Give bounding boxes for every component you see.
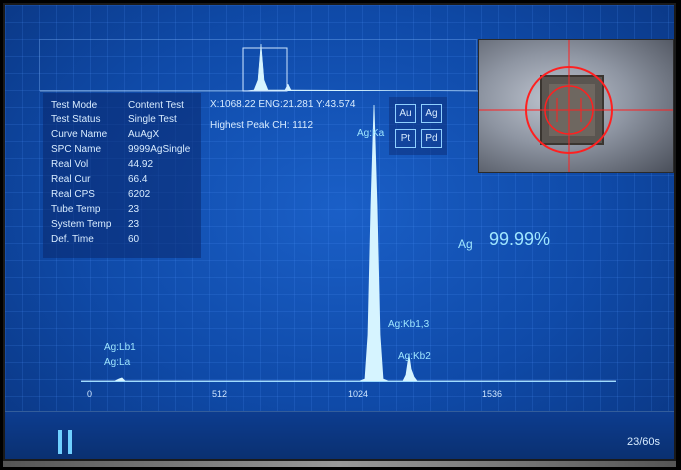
peak-label: Ag:La xyxy=(104,357,131,368)
peak-label: Ag:Kb2 xyxy=(398,351,431,362)
info-row: Real CPS 6202 xyxy=(51,190,201,202)
info-key: Real CPS xyxy=(51,189,95,200)
info-value: 23 xyxy=(128,219,140,230)
camera-view xyxy=(478,39,674,173)
tick-label: 512 xyxy=(212,389,228,399)
info-value: Single Test xyxy=(128,114,177,125)
cursor-readout: X:1068.22 ENG:21.281 Y:43.574 xyxy=(210,99,356,110)
spectrum-plot[interactable] xyxy=(5,5,674,405)
crosshair-icon xyxy=(479,40,673,172)
info-row: Real Vol 44.92 xyxy=(51,160,201,172)
info-row: Real Cur 66.4 xyxy=(51,175,201,187)
peak-label: Ag:Ka xyxy=(357,128,385,139)
info-value: 60 xyxy=(128,234,140,245)
tick-label: 1536 xyxy=(482,389,503,399)
control-bar: 23/60s xyxy=(5,411,674,459)
spectrum-trace xyxy=(81,104,616,382)
info-value: 23 xyxy=(128,204,140,215)
result-element: Ag xyxy=(458,237,473,251)
test-timer: 23/60s xyxy=(626,436,660,448)
pause-icon xyxy=(58,430,62,454)
info-key: Test Mode xyxy=(51,100,98,111)
element-buttons: Au Ag Pt Pd xyxy=(389,97,447,155)
tick-label: 1024 xyxy=(348,389,369,399)
element-button-pd[interactable]: Pd xyxy=(421,129,442,148)
overview-window[interactable] xyxy=(242,47,288,92)
info-row: SPC Name 9999AgSingle xyxy=(51,145,201,157)
spectrum-axis xyxy=(81,381,616,382)
highest-peak-label: Highest Peak CH: 1112 xyxy=(210,120,314,131)
overview-trace xyxy=(40,43,478,92)
info-value: AuAgX xyxy=(128,129,160,140)
peak-label: Ag:Kb1,3 xyxy=(388,319,430,330)
spectrum-overview[interactable] xyxy=(39,39,478,92)
info-value: Content Test xyxy=(128,100,184,111)
info-row: Test Mode Content Test xyxy=(51,101,201,113)
bottom-strip xyxy=(3,461,676,467)
element-button-pt[interactable]: Pt xyxy=(395,129,416,148)
info-key: Def. Time xyxy=(51,234,94,245)
info-panel: Test Mode Content Test Test Status Singl… xyxy=(43,93,201,258)
info-row: Curve Name AuAgX xyxy=(51,130,201,142)
info-row: System Temp 23 xyxy=(51,220,201,232)
info-value: 9999AgSingle xyxy=(128,144,191,155)
element-button-au[interactable]: Au xyxy=(395,104,416,123)
tick-label: 0 xyxy=(87,389,93,399)
info-key: Real Vol xyxy=(51,159,89,170)
info-value: 66.4 xyxy=(128,174,148,185)
info-key: Real Cur xyxy=(51,174,91,185)
analyzer-screen: Test Mode Content Test Test Status Singl… xyxy=(3,3,676,461)
info-key: System Temp xyxy=(51,219,112,230)
result-value: 99.99% xyxy=(489,229,551,249)
info-row: Def. Time 60 xyxy=(51,235,201,247)
info-key: Tube Temp xyxy=(51,204,101,215)
peak-label: Ag:Lb1 xyxy=(104,342,136,353)
info-row: Test Status Single Test xyxy=(51,115,201,127)
info-value: 6202 xyxy=(128,189,151,200)
overview-line xyxy=(40,43,478,92)
info-row: Tube Temp 23 xyxy=(51,205,201,217)
element-button-ag[interactable]: Ag xyxy=(421,104,442,123)
info-key: SPC Name xyxy=(51,144,102,155)
pause-button[interactable] xyxy=(58,430,74,454)
pause-icon xyxy=(68,430,72,454)
info-key: Test Status xyxy=(51,114,101,125)
info-value: 44.92 xyxy=(128,159,154,170)
info-key: Curve Name xyxy=(51,129,108,140)
